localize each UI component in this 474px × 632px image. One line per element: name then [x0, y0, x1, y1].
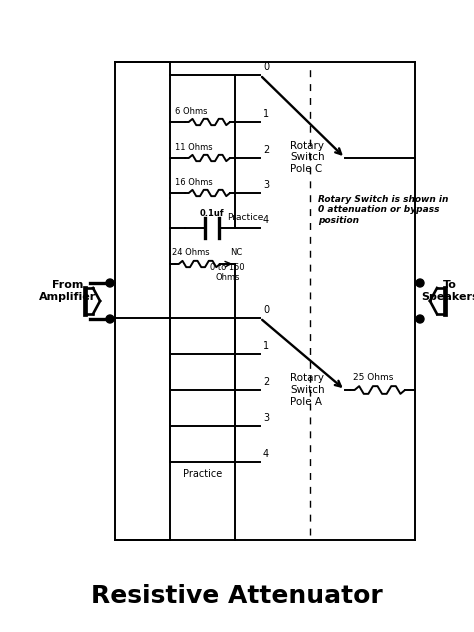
Text: 24 Ohms: 24 Ohms [172, 248, 210, 257]
Text: Rotary Switch is shown in
0 attenuation or bypass
position: Rotary Switch is shown in 0 attenuation … [318, 195, 448, 225]
Text: Rotary
Switch
Pole A: Rotary Switch Pole A [290, 374, 325, 406]
Circle shape [416, 315, 424, 323]
Text: 0: 0 [263, 305, 269, 315]
Text: 6 Ohms: 6 Ohms [175, 107, 208, 116]
Text: 11 Ohms: 11 Ohms [175, 143, 213, 152]
Circle shape [106, 315, 114, 323]
Text: 0.1uf: 0.1uf [200, 209, 225, 218]
Text: From
Amplifier: From Amplifier [39, 280, 97, 302]
Text: Practice: Practice [227, 213, 264, 222]
Text: 0: 0 [263, 62, 269, 72]
Text: 3: 3 [263, 180, 269, 190]
Text: 25 Ohms: 25 Ohms [353, 373, 393, 382]
Text: Rotary
Switch
Pole C: Rotary Switch Pole C [290, 141, 325, 174]
Text: 4: 4 [263, 449, 269, 459]
Circle shape [416, 279, 424, 287]
Circle shape [106, 279, 114, 287]
Text: 2: 2 [263, 377, 269, 387]
Text: 16 Ohms: 16 Ohms [175, 178, 213, 187]
Text: 0 to 150
Ohms: 0 to 150 Ohms [210, 263, 245, 282]
Text: To
Speakers: To Speakers [421, 280, 474, 302]
Text: 3: 3 [263, 413, 269, 423]
Text: 2: 2 [263, 145, 269, 155]
Text: 1: 1 [263, 109, 269, 119]
Text: 1: 1 [263, 341, 269, 351]
Text: Practice: Practice [183, 469, 222, 479]
Text: NC: NC [230, 248, 242, 257]
Text: 4: 4 [263, 215, 269, 225]
Text: Resistive Attenuator: Resistive Attenuator [91, 584, 383, 608]
